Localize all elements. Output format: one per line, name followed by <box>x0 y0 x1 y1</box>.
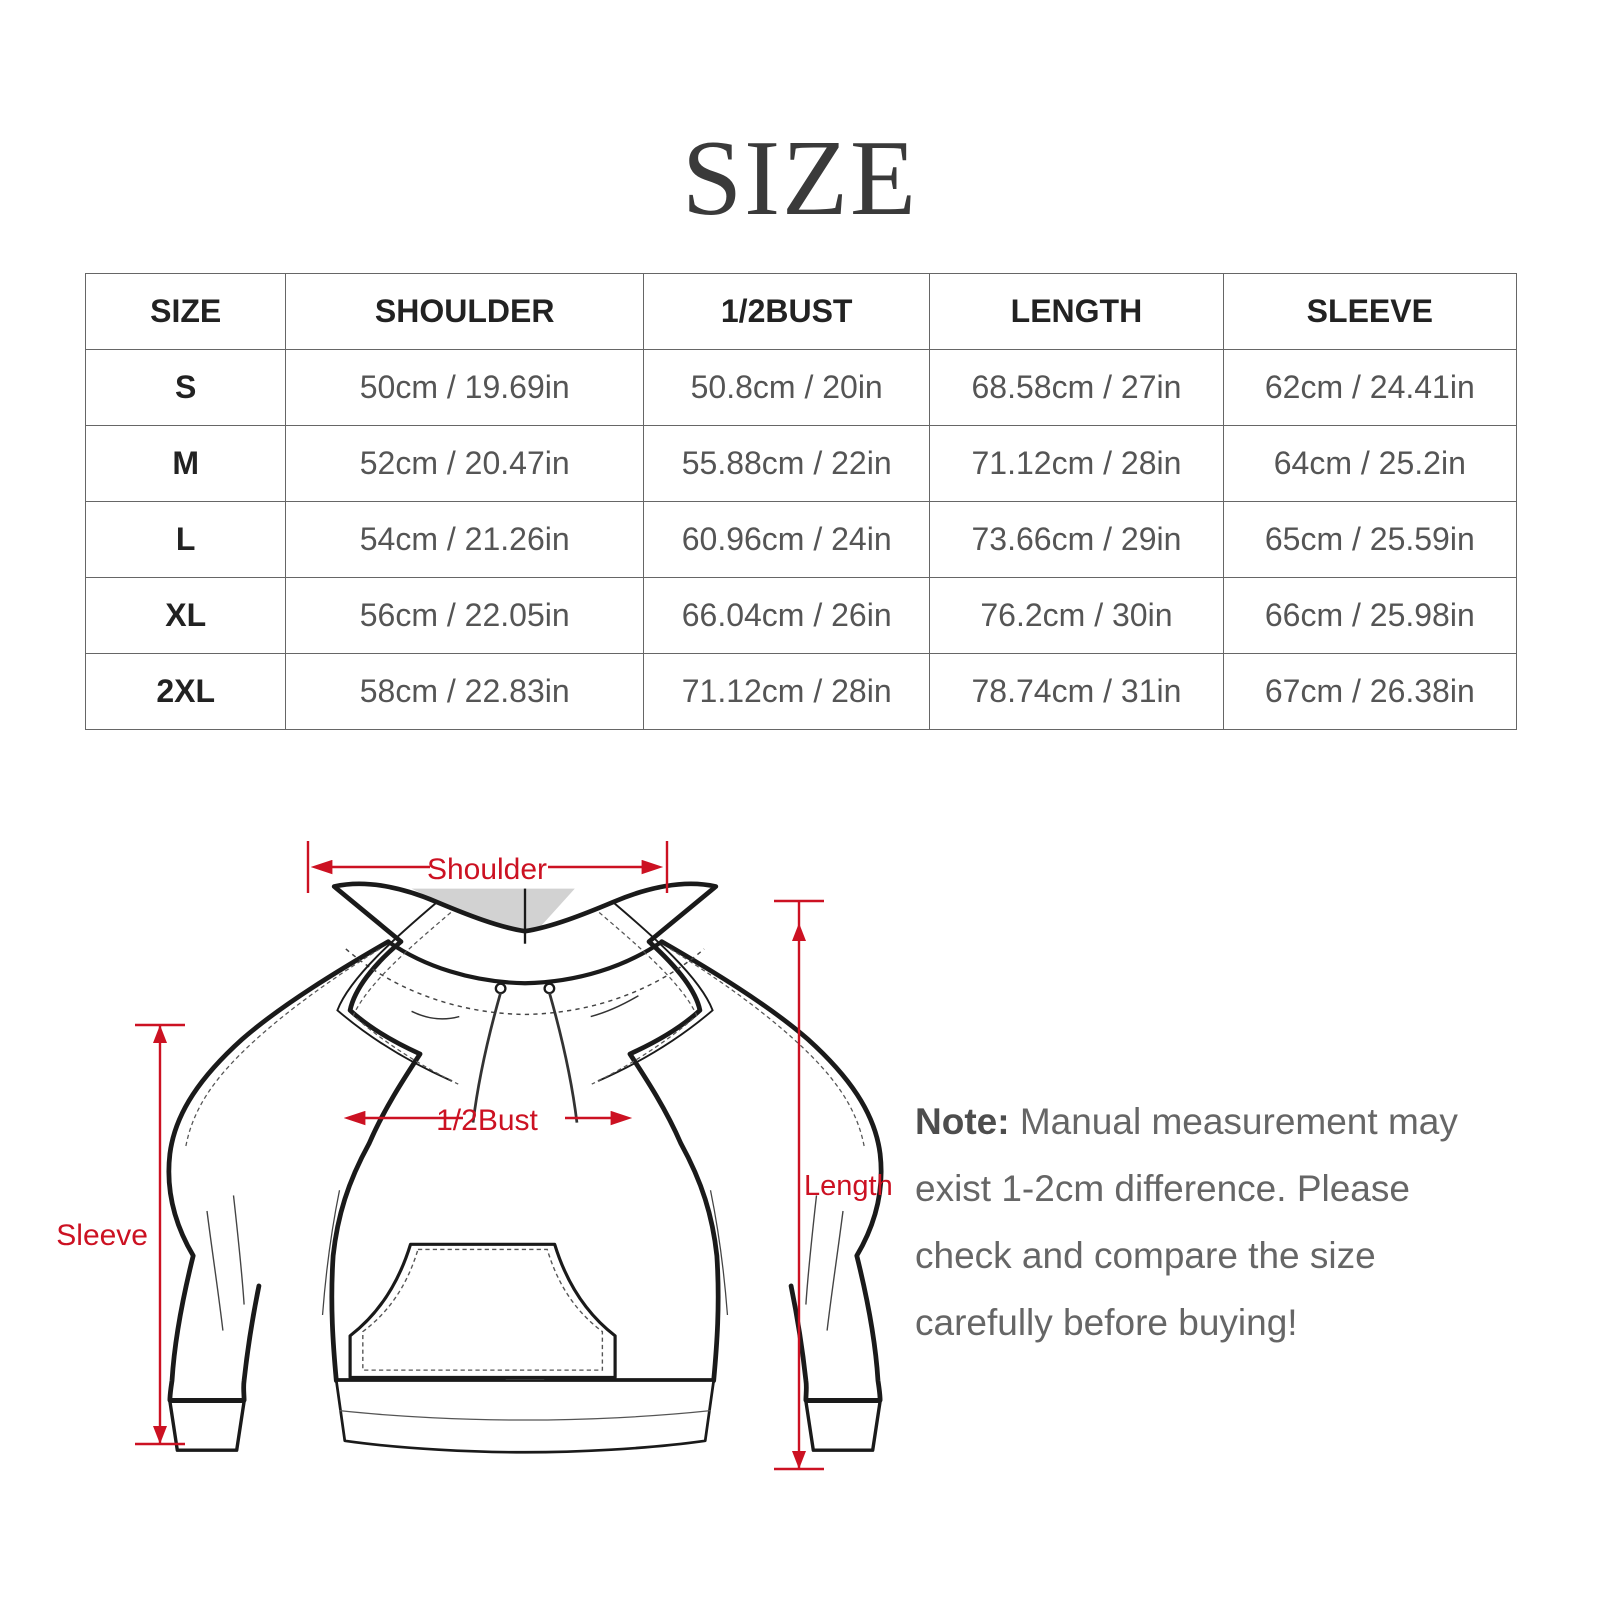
svg-text:Shoulder: Shoulder <box>427 853 547 886</box>
svg-text:1/2Bust: 1/2Bust <box>436 1104 538 1137</box>
svg-text:Sleeve: Sleeve <box>56 1219 148 1252</box>
svg-text:Length: Length <box>804 1170 893 1202</box>
